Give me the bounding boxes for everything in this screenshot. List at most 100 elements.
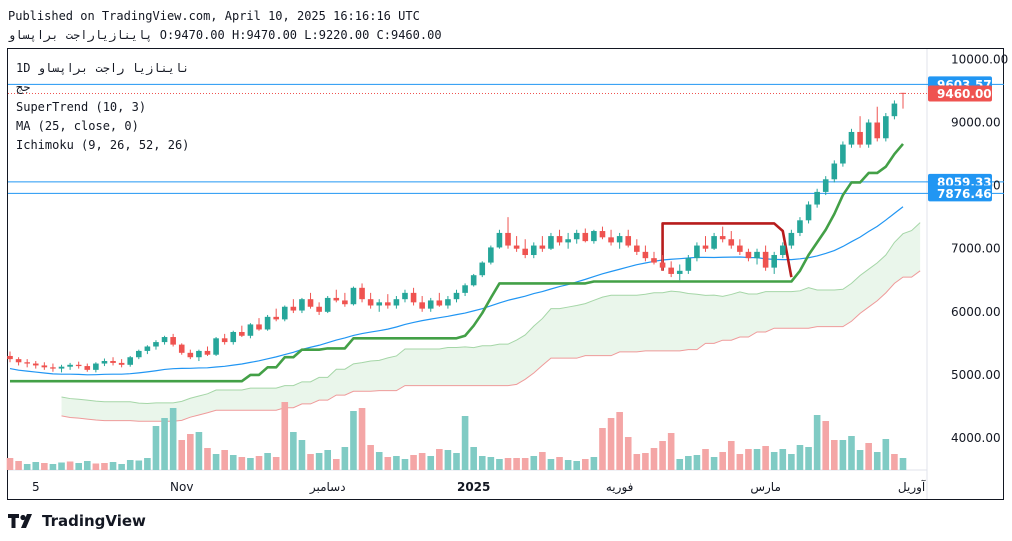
legend-supertrend[interactable]: SuperTrend (10, 3) <box>16 100 147 114</box>
candle <box>436 300 443 306</box>
volume-bar <box>247 458 254 470</box>
volume-bar <box>427 456 435 470</box>
candle <box>367 299 374 306</box>
volume-bar <box>745 449 752 470</box>
volume-bar <box>779 449 787 470</box>
candle <box>144 346 151 351</box>
y-tick-label: 6000.00 <box>951 305 1001 319</box>
volume-bar <box>710 457 718 470</box>
candle <box>393 299 400 306</box>
candle <box>891 103 898 117</box>
candle <box>187 352 194 358</box>
candle <box>7 355 13 360</box>
volume-bar <box>848 436 855 470</box>
ichimoku-span-b <box>61 270 921 422</box>
candle <box>333 297 340 301</box>
ohlc-line: پاینازیاراجت براپساو O:9470.00 H:9470.00… <box>8 28 442 42</box>
legend-ma[interactable]: MA (25, close, 0) <box>16 119 139 133</box>
candle <box>58 366 65 369</box>
legend-ichimoku[interactable]: Ichimoku (9, 26, 52, 26) <box>16 138 190 152</box>
volume-bar <box>49 464 57 470</box>
tradingview-logo[interactable]: TradingView <box>8 512 146 530</box>
candle <box>84 366 91 370</box>
x-tick-label: دسامبر <box>309 480 346 495</box>
ohlc-low: L:9220.00 <box>304 28 370 42</box>
candle <box>359 287 365 300</box>
volume-bar <box>470 447 477 470</box>
volume-bar <box>633 454 641 470</box>
x-tick-label: آوریل <box>898 479 926 495</box>
volume-bar <box>109 462 117 470</box>
candle <box>496 232 503 248</box>
volume-bar <box>272 457 280 470</box>
candle <box>170 337 176 345</box>
chart-frame <box>7 48 1004 500</box>
candle <box>264 316 271 330</box>
volume-bar <box>23 464 31 470</box>
candle <box>831 163 838 180</box>
y-tick-label: 9000.00 <box>951 116 1001 130</box>
volume-bar <box>616 412 623 470</box>
candle <box>737 245 743 252</box>
volume-bar <box>796 445 804 470</box>
y-tick-label: 4000.00 <box>951 431 1001 445</box>
candle <box>93 363 99 370</box>
candle <box>24 362 30 364</box>
candle <box>470 275 477 286</box>
volume-bar <box>521 458 529 470</box>
candle <box>522 248 528 256</box>
volume-bar <box>204 448 211 470</box>
x-tick-label: مارس <box>750 480 781 495</box>
candle <box>848 131 855 145</box>
volume-bar <box>770 452 778 470</box>
volume-bar <box>556 457 563 470</box>
volume-bar <box>401 459 409 470</box>
x-tick-label: 2025 <box>457 480 490 494</box>
volume-bar <box>135 460 143 470</box>
candle <box>135 350 142 358</box>
volume-bar <box>496 459 503 470</box>
volume-bar <box>15 461 22 470</box>
candle <box>694 245 700 259</box>
candle <box>324 297 331 312</box>
candle <box>427 300 434 309</box>
candle <box>513 245 520 249</box>
volume-bar <box>187 434 194 470</box>
candle <box>840 144 846 164</box>
candle <box>118 362 125 365</box>
candle <box>178 344 185 353</box>
volume-bar <box>418 453 426 470</box>
candle <box>290 306 297 311</box>
candle <box>668 267 674 274</box>
volume-bar <box>92 463 100 470</box>
volume-bar <box>719 452 726 470</box>
candle <box>419 302 425 309</box>
ohlc-open: O:9470.00 <box>159 28 225 42</box>
volume-bar <box>539 452 546 470</box>
volume-bar <box>32 462 40 470</box>
candle <box>599 231 606 238</box>
candle <box>582 232 589 242</box>
candle <box>161 337 168 343</box>
candle <box>230 331 237 343</box>
volume-bar <box>581 459 589 470</box>
candle <box>462 285 468 293</box>
volume-bar <box>642 453 649 470</box>
volume-bar <box>144 458 151 470</box>
volume-bar <box>290 432 297 470</box>
candle <box>788 232 795 246</box>
candle <box>797 220 803 233</box>
candle <box>101 361 108 364</box>
volume-bar <box>41 463 48 470</box>
price-badge-2 <box>928 185 992 202</box>
candle <box>573 232 580 240</box>
candle <box>874 122 881 139</box>
volume-bar <box>685 456 692 470</box>
volume-bar <box>504 458 512 470</box>
candle <box>779 245 786 256</box>
volume-bar <box>762 446 769 470</box>
volume-bar <box>693 455 701 470</box>
volume-bar <box>865 443 872 470</box>
volume-bar <box>607 418 615 470</box>
